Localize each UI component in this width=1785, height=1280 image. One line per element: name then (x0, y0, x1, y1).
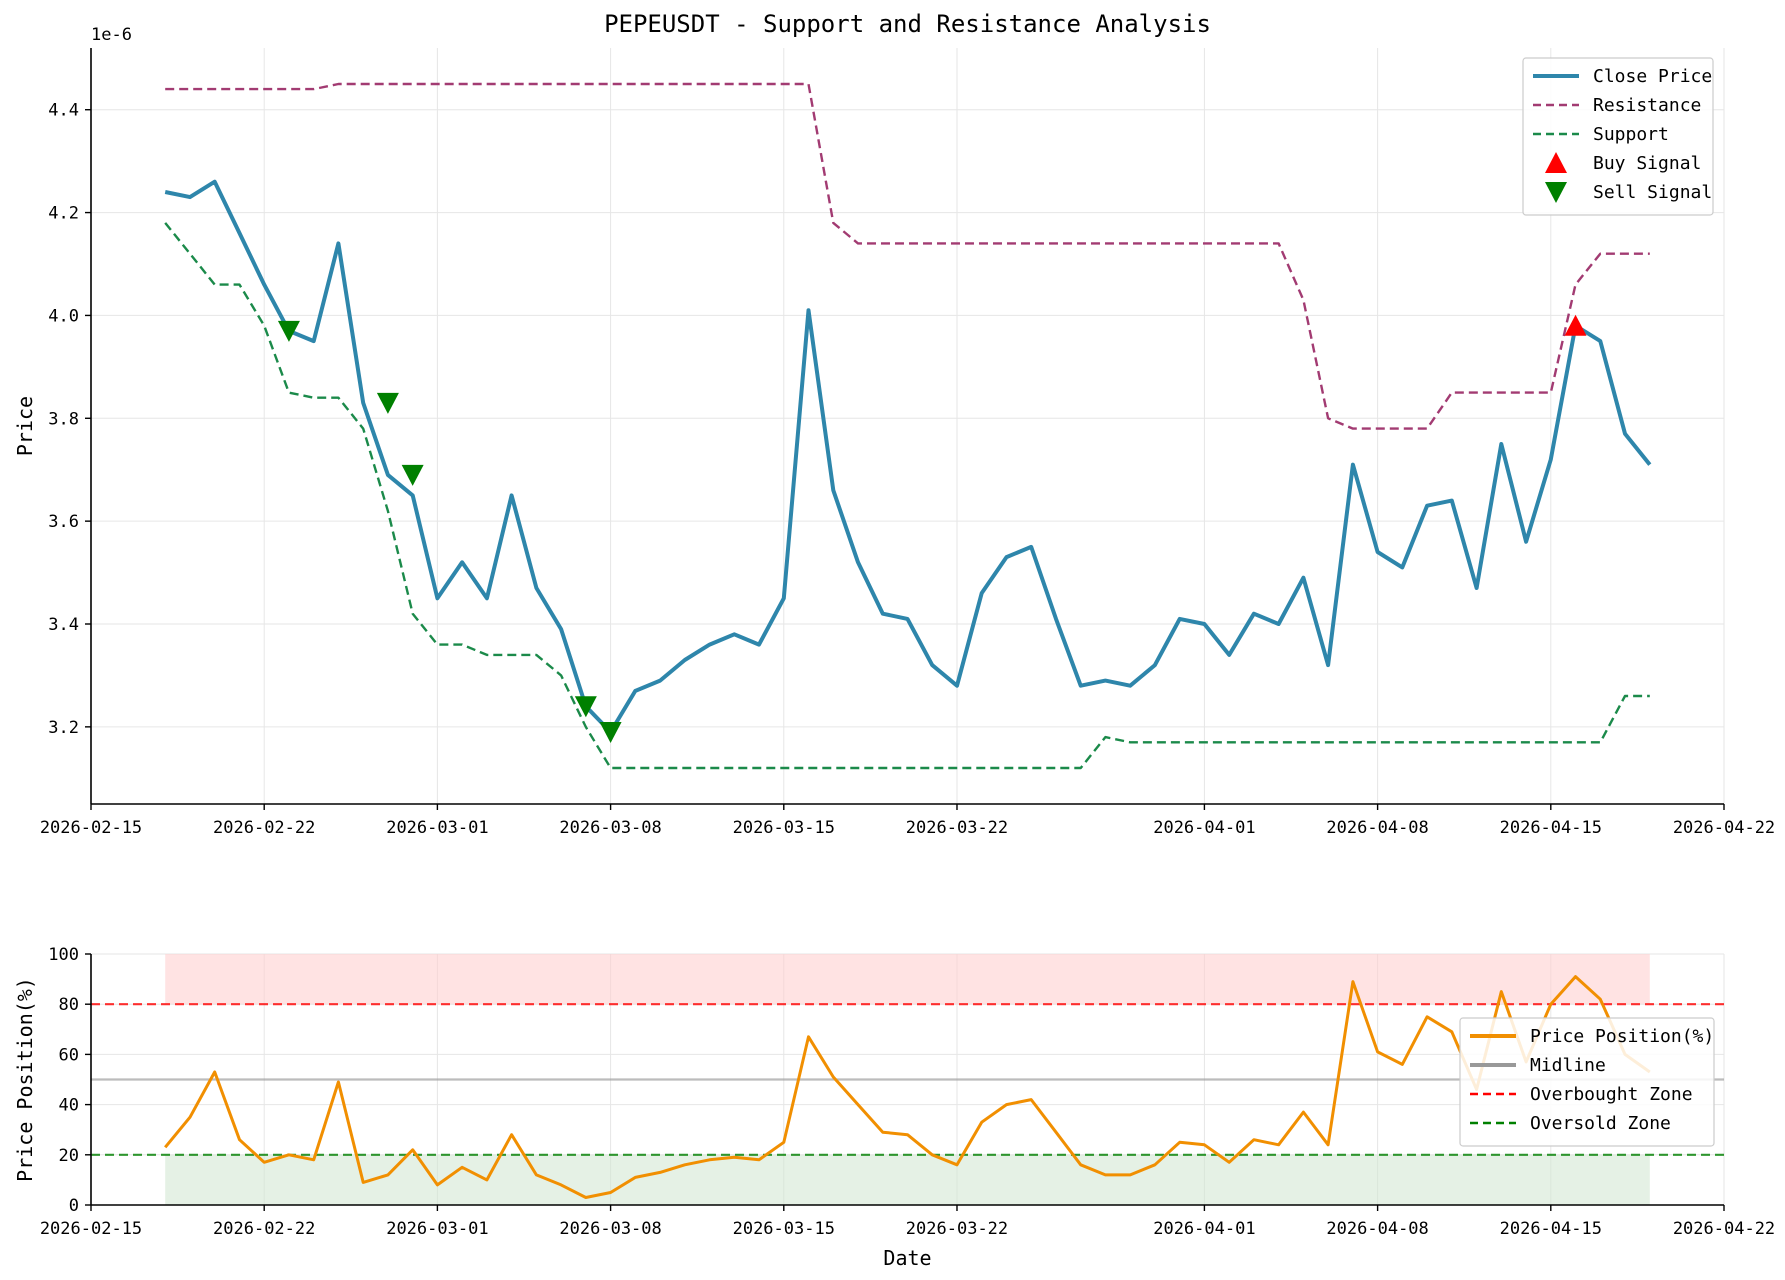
legend-label: Price Position(%) (1530, 1026, 1714, 1047)
y-tick-label: 3.8 (48, 409, 79, 429)
x-tick-label: 2026-03-01 (386, 818, 488, 838)
legend-label: Overbought Zone (1530, 1084, 1693, 1105)
legend-box (1459, 1017, 1715, 1147)
x-tick-label: 2026-03-08 (559, 1219, 661, 1239)
y-tick-label: 60 (59, 1045, 79, 1065)
x-tick-label: 2026-02-15 (40, 818, 142, 838)
shaded-zone (165, 1154, 1650, 1205)
legend-label: Close Price (1593, 66, 1712, 87)
buy-signal-marker (1564, 314, 1587, 336)
sell-signal-marker (277, 320, 300, 342)
shaded-zone (165, 954, 1650, 1005)
x-axis-label: Date (883, 1246, 931, 1270)
legend-label: Sell Signal (1593, 182, 1712, 203)
y-tick-label: 4.4 (48, 101, 79, 121)
sell-signal-marker (376, 392, 399, 414)
chart-title: PEPEUSDT - Support and Resistance Analys… (604, 10, 1211, 38)
y-tick-label: 20 (59, 1146, 79, 1166)
position-panel: 2026-02-15 2026-02-22 2026-03-01 2026-03-08… (13, 945, 1775, 1270)
legend-marker (1545, 182, 1567, 203)
x-tick-label: 2026-04-08 (1326, 818, 1428, 838)
y-tick-label: 100 (48, 945, 79, 965)
legend-label: Resistance (1593, 95, 1701, 116)
x-tick-label: 2026-02-22 (213, 1219, 315, 1239)
sell-signal-marker (574, 696, 597, 718)
y-tick-label: 3.6 (48, 512, 79, 532)
x-tick-label: 2026-04-01 (1153, 1219, 1255, 1239)
legend-label: Support (1593, 124, 1669, 145)
x-tick-label: 2026-03-22 (906, 818, 1008, 838)
y-tick-label: 3.2 (48, 718, 79, 738)
price-panel: 2026-02-15 2026-02-22 2026-03-01 2026-03-08… (13, 10, 1775, 838)
y-tick-label: 80 (59, 995, 79, 1015)
x-tick-label: 2026-03-15 (733, 1219, 835, 1239)
x-tick-label: 2026-04-15 (1500, 818, 1602, 838)
x-tick-label: 2026-04-15 (1500, 1219, 1602, 1239)
y-axis-label: Price (13, 396, 37, 456)
x-tick-label: 2026-04-22 (1673, 818, 1775, 838)
y-axis-label: Price Position(%) (13, 977, 37, 1182)
legend-box (1522, 57, 1714, 216)
y-tick-label: 3.4 (48, 615, 79, 635)
sell-signal-marker (599, 722, 622, 743)
series-line (164, 222, 1650, 770)
x-tick-label: 2026-03-22 (906, 1219, 1008, 1239)
x-tick-label: 2026-04-08 (1326, 1219, 1428, 1239)
y-scale-label: 1e-6 (91, 25, 132, 45)
series-line (164, 975, 1651, 1199)
legend-marker (1545, 152, 1567, 173)
sell-signal-marker (401, 464, 424, 486)
x-tick-label: 2026-04-22 (1673, 1219, 1775, 1239)
series-line (164, 179, 1652, 734)
legend-label: Oversold Zone (1530, 1113, 1671, 1134)
y-tick-label: 0 (69, 1196, 79, 1216)
y-tick-label: 40 (59, 1096, 79, 1116)
y-tick-label: 4.0 (48, 306, 79, 326)
legend-label: Midline (1530, 1055, 1606, 1076)
x-tick-label: 2026-02-22 (213, 818, 315, 838)
legend-label: Buy Signal (1593, 153, 1701, 174)
x-tick-label: 2026-02-15 (40, 1219, 142, 1239)
x-tick-label: 2026-03-01 (386, 1219, 488, 1239)
x-tick-label: 2026-03-08 (559, 818, 661, 838)
x-tick-label: 2026-03-15 (733, 818, 835, 838)
x-tick-label: 2026-04-01 (1153, 818, 1255, 838)
y-tick-label: 4.2 (48, 204, 79, 224)
